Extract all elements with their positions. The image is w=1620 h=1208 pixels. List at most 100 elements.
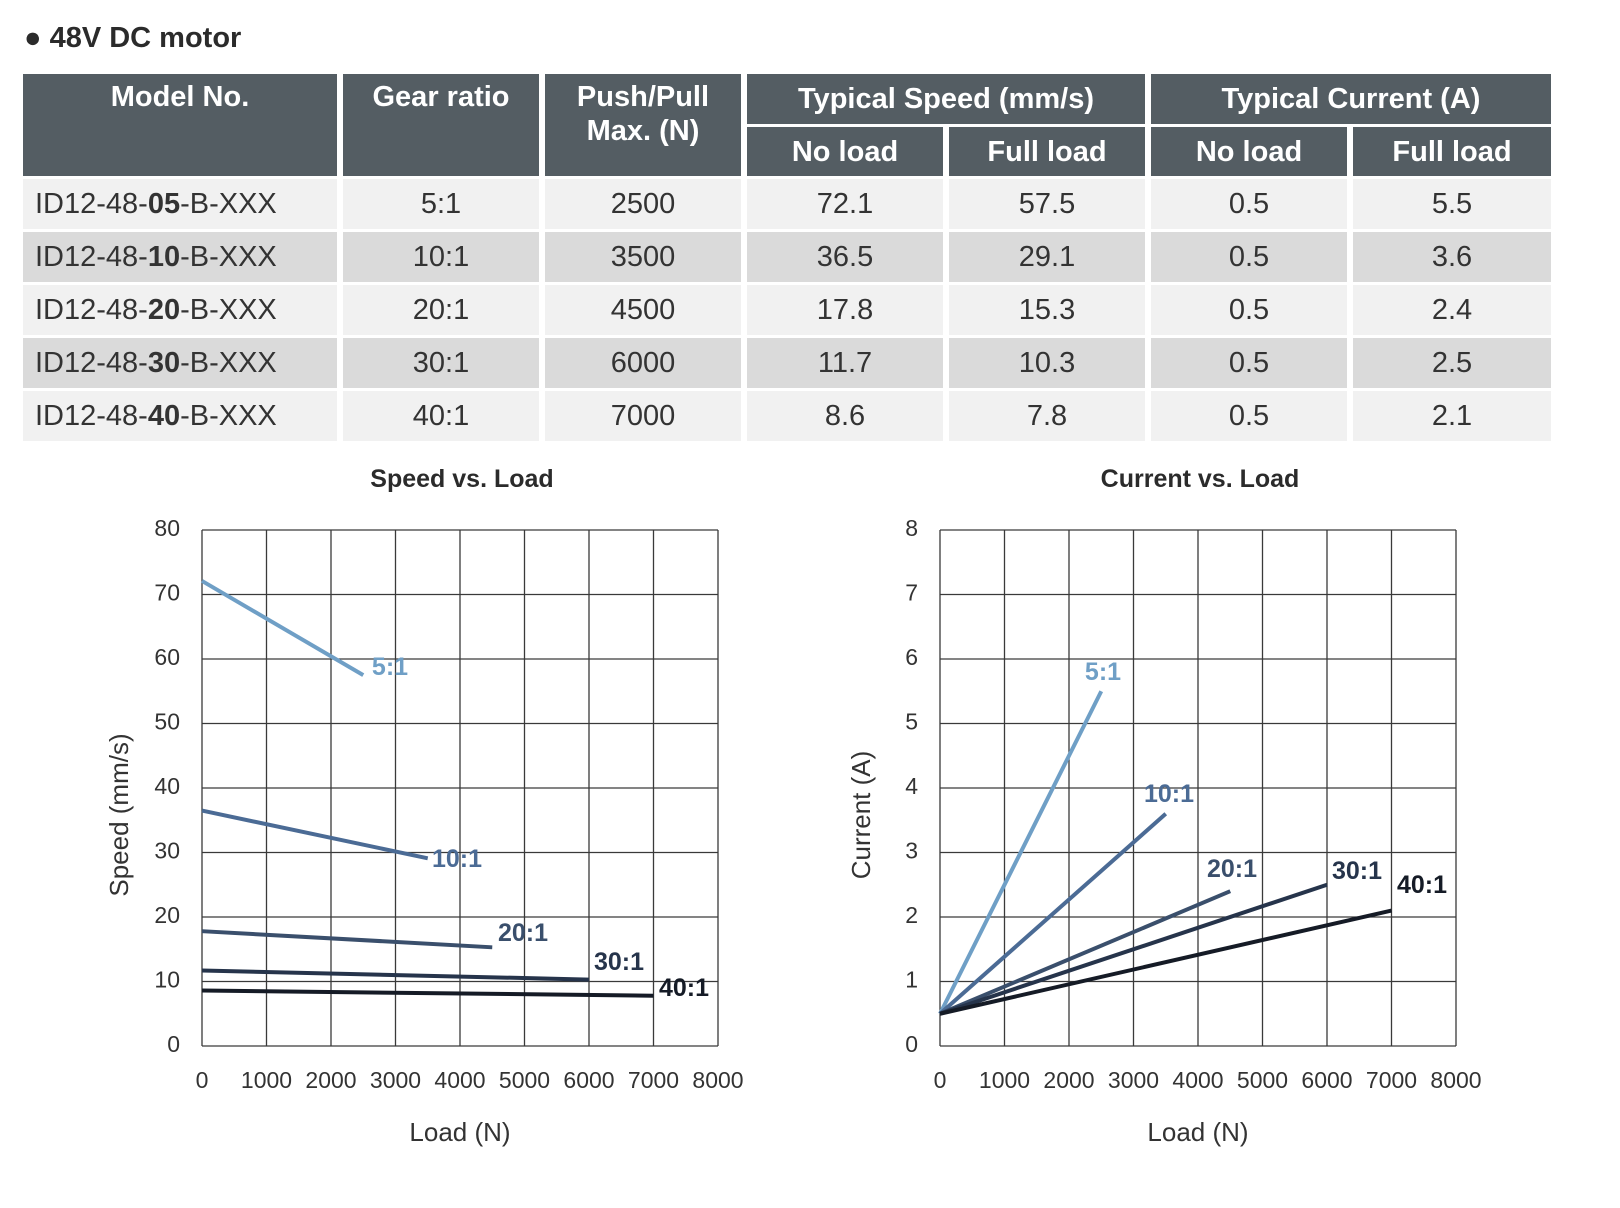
cell-speed-full-load: 10.3	[949, 338, 1145, 388]
cell-speed-full-load: 15.3	[949, 285, 1145, 335]
speed-series-line-40-1	[201, 988, 654, 998]
model-code: 40	[147, 399, 181, 432]
speed-series-label: 5:1	[372, 653, 408, 681]
speed-series-label: 10:1	[432, 845, 482, 873]
current-series-label: 30:1	[1332, 857, 1382, 885]
model-prefix: ID12-48-	[35, 293, 148, 326]
cell-speed-full-load: 57.5	[949, 179, 1145, 229]
header-typical-speed: Typical Speed (mm/s)	[747, 74, 1145, 124]
speed-series-line-5-1	[200, 579, 365, 677]
speed-series-line-30-1	[201, 968, 590, 982]
model-prefix: ID12-48-	[35, 399, 148, 432]
current-x-tick-label: 0	[934, 1067, 947, 1093]
speed-y-tick-label: 10	[154, 967, 180, 993]
cell-model-no: ID12-48-20-B-XXX	[23, 285, 337, 335]
cell-push-pull: 7000	[545, 391, 741, 441]
model-code: 30	[147, 346, 181, 379]
current-series-line-5-1	[938, 690, 1104, 1015]
speed-y-tick-label: 40	[154, 773, 180, 799]
cell-model-no: ID12-48-40-B-XXX	[23, 391, 337, 441]
cell-speed-no-load: 36.5	[747, 232, 943, 282]
speed-x-tick-label: 1000	[241, 1067, 292, 1093]
header-gear-ratio: Gear ratio	[343, 74, 539, 176]
current-series-line-10-1	[938, 812, 1168, 1016]
header-current-no-load: No load	[1151, 127, 1347, 176]
model-prefix: ID12-48-	[35, 187, 148, 220]
speed-y-tick-label: 0	[167, 1031, 180, 1057]
table-row: ID12-48-30-B-XXX 30:1 6000 11.7 10.3 0.5 2.5	[23, 338, 1551, 388]
speed-x-tick-label: 8000	[692, 1067, 743, 1093]
cell-gear-ratio: 10:1	[343, 232, 539, 282]
model-code: 10	[147, 240, 181, 273]
cell-speed-full-load: 7.8	[949, 391, 1145, 441]
section-title: ● 48V DC motor	[24, 22, 242, 54]
table-row: ID12-48-10-B-XXX 10:1 3500 36.5 29.1 0.5 3.6	[23, 232, 1551, 282]
cell-speed-no-load: 11.7	[747, 338, 943, 388]
speed-x-tick-label: 2000	[305, 1067, 356, 1093]
table-row: ID12-48-05-B-XXX 5:1 2500 72.1 57.5 0.5 5.5	[23, 179, 1551, 229]
speed-series-label: 20:1	[498, 919, 548, 947]
cell-push-pull: 3500	[545, 232, 741, 282]
speed-series-line-10-1	[201, 808, 429, 861]
model-code: 20	[147, 293, 181, 326]
header-push-pull: Push/Pull Max. (N)	[545, 74, 741, 176]
speed-y-tick-label: 80	[154, 515, 180, 541]
header-speed-no-load: No load	[747, 127, 943, 176]
current-y-tick-label: 2	[905, 902, 918, 928]
current-x-tick-label: 2000	[1043, 1067, 1094, 1093]
current-y-tick-label: 0	[905, 1031, 918, 1057]
speed-series-label: 30:1	[594, 948, 644, 976]
cell-gear-ratio: 30:1	[343, 338, 539, 388]
model-suffix: -B-XXX	[180, 187, 277, 220]
current-x-tick-label: 3000	[1108, 1067, 1159, 1093]
cell-current-no-load: 0.5	[1151, 391, 1347, 441]
speed-x-tick-label: 0	[196, 1067, 209, 1093]
cell-current-full-load: 2.4	[1353, 285, 1551, 335]
current-x-tick-label: 4000	[1172, 1067, 1223, 1093]
current-y-tick-label: 7	[905, 580, 918, 606]
header-model-no: Model No.	[23, 74, 337, 176]
cell-gear-ratio: 40:1	[343, 391, 539, 441]
speed-chart: 0 1000 2000 3000 4000 5000 6000 7000 8000 0 10 20 30…	[104, 515, 744, 1147]
current-series-label: 20:1	[1207, 855, 1257, 883]
cell-current-no-load: 0.5	[1151, 179, 1347, 229]
cell-gear-ratio: 5:1	[343, 179, 539, 229]
cell-current-full-load: 3.6	[1353, 232, 1551, 282]
model-prefix: ID12-48-	[35, 240, 148, 273]
current-x-tick-label: 5000	[1237, 1067, 1288, 1093]
cell-push-pull: 2500	[545, 179, 741, 229]
cell-current-no-load: 0.5	[1151, 232, 1347, 282]
current-y-tick-label: 8	[905, 515, 918, 541]
table-row: ID12-48-20-B-XXX 20:1 4500 17.8 15.3 0.5 2.4	[23, 285, 1551, 335]
cell-push-pull: 4500	[545, 285, 741, 335]
current-y-tick-label: 5	[905, 709, 918, 735]
current-y-tick-label: 1	[905, 967, 918, 993]
header-speed-full-load: Full load	[949, 127, 1145, 176]
cell-speed-no-load: 8.6	[747, 391, 943, 441]
speed-x-axis-label: Load (N)	[409, 1117, 510, 1147]
current-x-tick-label: 6000	[1301, 1067, 1352, 1093]
speed-x-tick-label: 3000	[370, 1067, 421, 1093]
speed-series-line-20-1	[201, 929, 493, 950]
header-current-full-load: Full load	[1353, 127, 1551, 176]
speed-x-tick-label: 4000	[434, 1067, 485, 1093]
current-chart-title: Current vs. Load	[1100, 465, 1300, 493]
model-suffix: -B-XXX	[180, 240, 277, 273]
speed-x-tick-label: 5000	[499, 1067, 550, 1093]
speed-y-tick-label: 50	[154, 709, 180, 735]
cell-current-full-load: 2.1	[1353, 391, 1551, 441]
header-typical-current: Typical Current (A)	[1151, 74, 1551, 124]
table-row: ID12-48-40-B-XXX 40:1 7000 8.6 7.8 0.5 2.1	[23, 391, 1551, 441]
speed-y-tick-label: 70	[154, 580, 180, 606]
current-series-label: 5:1	[1085, 658, 1121, 686]
current-series-line-30-1	[939, 882, 1328, 1016]
speed-series-label: 40:1	[659, 974, 709, 1002]
model-suffix: -B-XXX	[180, 346, 277, 379]
speed-x-tick-label: 7000	[628, 1067, 679, 1093]
cell-current-full-load: 2.5	[1353, 338, 1551, 388]
speed-x-tick-label: 6000	[563, 1067, 614, 1093]
cell-speed-no-load: 17.8	[747, 285, 943, 335]
cell-model-no: ID12-48-10-B-XXX	[23, 232, 337, 282]
model-code: 05	[147, 187, 181, 220]
